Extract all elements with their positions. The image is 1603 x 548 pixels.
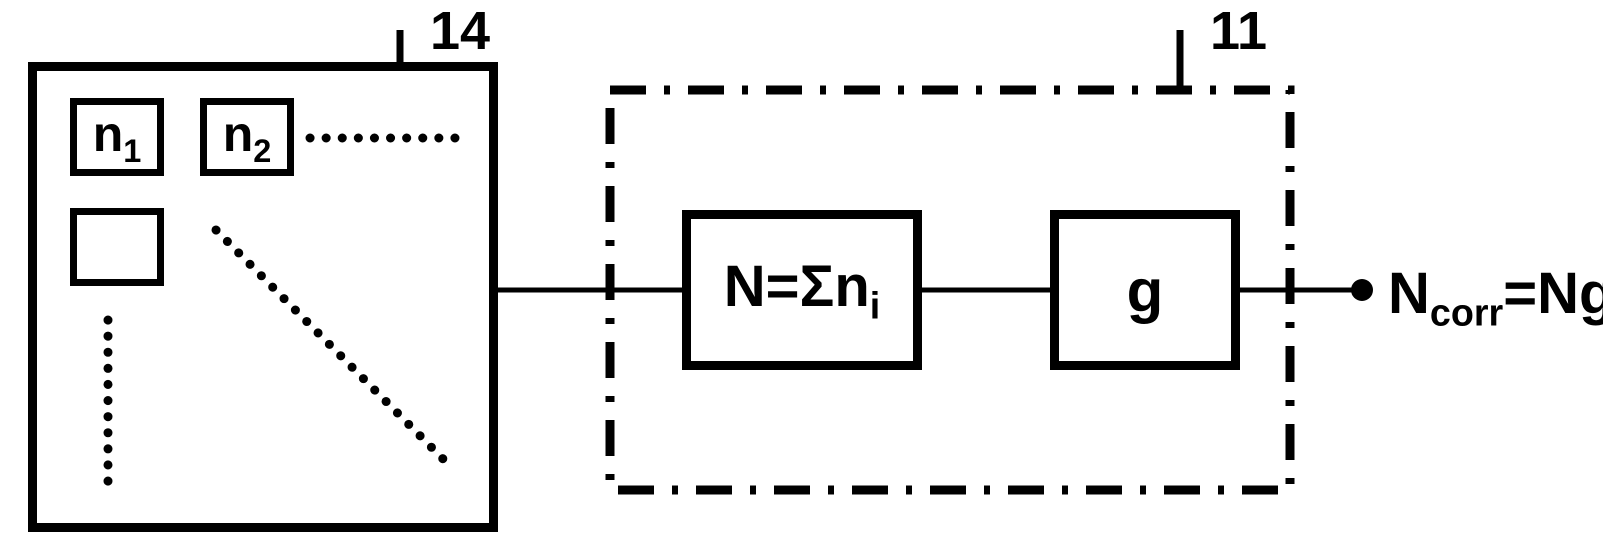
g-label: g — [1127, 256, 1164, 325]
g-box: g — [1050, 210, 1240, 370]
callout-11-label: 11 — [1210, 0, 1267, 62]
cell-n1-label: n1 — [93, 105, 142, 170]
callout-14-label: 14 — [430, 0, 490, 62]
out-sub: corr — [1430, 292, 1503, 334]
out-N: N — [1388, 261, 1430, 326]
cell-n2-label: n2 — [223, 105, 272, 170]
cell-blank — [70, 208, 164, 286]
sum-box: N=Σni — [682, 210, 922, 370]
n1-sub: 1 — [123, 133, 141, 169]
output-node — [1351, 279, 1373, 301]
cell-n2: n2 — [200, 98, 294, 176]
n1-text: n — [93, 106, 124, 162]
cell-n1: n1 — [70, 98, 164, 176]
sum-text: N=Σn — [724, 254, 870, 319]
out-eq: =Ng — [1503, 261, 1603, 326]
sum-sub: i — [870, 284, 880, 326]
sum-label: N=Σni — [724, 253, 880, 328]
n2-sub: 2 — [253, 133, 271, 169]
diagram-canvas: n1 n2 N=Σni g 14 11 Ncorr=Ng — [0, 0, 1603, 548]
n2-text: n — [223, 106, 254, 162]
output-label: Ncorr=Ng — [1388, 260, 1603, 335]
